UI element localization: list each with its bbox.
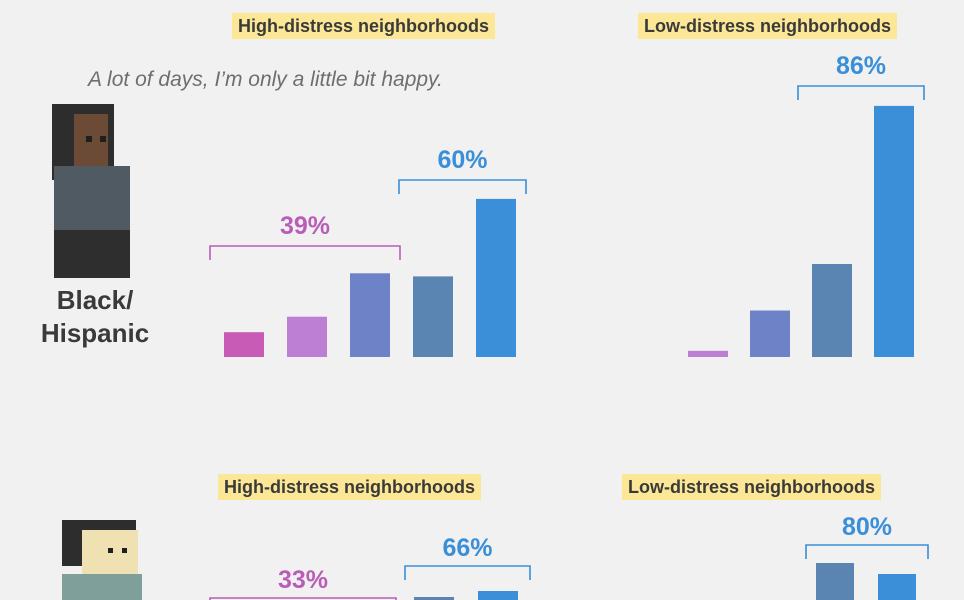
chart-0-bar-0 <box>224 332 264 357</box>
chart-3-bar-partial-0 <box>816 563 854 600</box>
chart-1-bar-0 <box>688 350 728 357</box>
chart-0-bar-1 <box>287 316 327 357</box>
group-label-black-hispanic: Black/ Hispanic <box>30 284 160 350</box>
chart-3-bracket-0-bracket <box>805 544 929 559</box>
chart-0-bracket-1-bracket <box>398 179 527 194</box>
chart-1-bracket-0-bracket <box>797 85 925 100</box>
chart-1-bar-2 <box>812 264 852 357</box>
chart-3-bracket-0-label: 80% <box>842 513 892 541</box>
chart-title-high-distress-2: High-distress neighborhoods <box>218 474 482 500</box>
chart-title-high-distress-1: High-distress neighborhoods <box>232 13 496 39</box>
chart-0-bracket-0-bracket <box>209 245 401 260</box>
chart-title-low-distress-2: Low-distress neighborhoods <box>622 474 882 500</box>
group-label-line2: Hispanic <box>40 318 150 348</box>
chart-2-bar-partial-0 <box>414 597 454 600</box>
chart-0-bracket-0-label: 39% <box>280 212 330 240</box>
chart-0-bar-3 <box>413 276 453 357</box>
chart-0-bar-4 <box>476 198 516 357</box>
chart-2-bracket-0-bracket <box>209 597 397 600</box>
chart-0-bracket-1-label: 60% <box>437 146 487 174</box>
group-label-line1: Black/ <box>56 285 134 315</box>
chart-2-bracket-1-label: 66% <box>442 534 492 562</box>
chart-2-bracket-1-bracket <box>404 565 531 580</box>
chart-2-bar-partial-1 <box>478 591 518 600</box>
person-figure-man-icon <box>62 520 142 600</box>
chart-1-bar-1 <box>750 310 790 357</box>
chart-1-bar-3 <box>874 105 914 358</box>
quote-text: A lot of days, I’m only a little bit hap… <box>88 68 443 91</box>
person-figure-woman-icon <box>52 104 130 278</box>
chart-1-bracket-0-label: 86% <box>836 52 886 80</box>
chart-2-bracket-0-label: 33% <box>278 566 328 594</box>
chart-title-low-distress-1: Low-distress neighborhoods <box>638 13 898 39</box>
chart-0-bar-2 <box>350 273 390 357</box>
chart-3-bar-partial-1 <box>878 574 916 600</box>
